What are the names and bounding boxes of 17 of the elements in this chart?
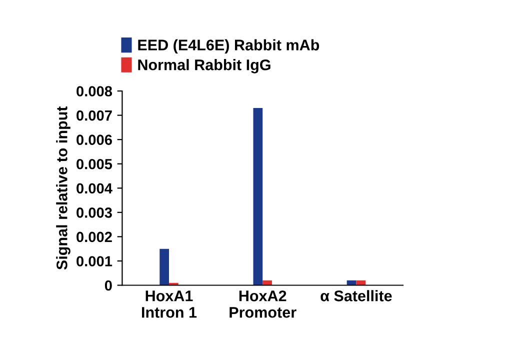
y-tick-label: 0.003	[76, 208, 112, 218]
y-tick-label: 0.007	[76, 110, 112, 121]
y-tick-label: 0.004	[76, 183, 112, 194]
y-tick-label: 0.005	[76, 158, 112, 170]
bar	[160, 248, 169, 286]
x-tick-label: HoxA2 Promoter	[230, 290, 296, 318]
y-tick-label: 0.006	[76, 134, 112, 145]
y-tick-label: 0	[104, 280, 112, 291]
legend-label: EED (E4L6E) Rabbit mAb	[138, 39, 320, 54]
bar	[253, 108, 263, 286]
y-tick-label: 0.001	[76, 256, 112, 266]
legend-label: Normal Rabbit IgG	[138, 59, 270, 74]
y-tick-label: 0.002	[76, 232, 112, 242]
y-axis-title: Signal relative to input	[56, 106, 70, 270]
y-tick-label: 0.008	[76, 86, 112, 96]
x-tick-label: HoxA1 Intron 1	[142, 290, 197, 318]
x-tick-label: α Satellite	[320, 290, 392, 302]
